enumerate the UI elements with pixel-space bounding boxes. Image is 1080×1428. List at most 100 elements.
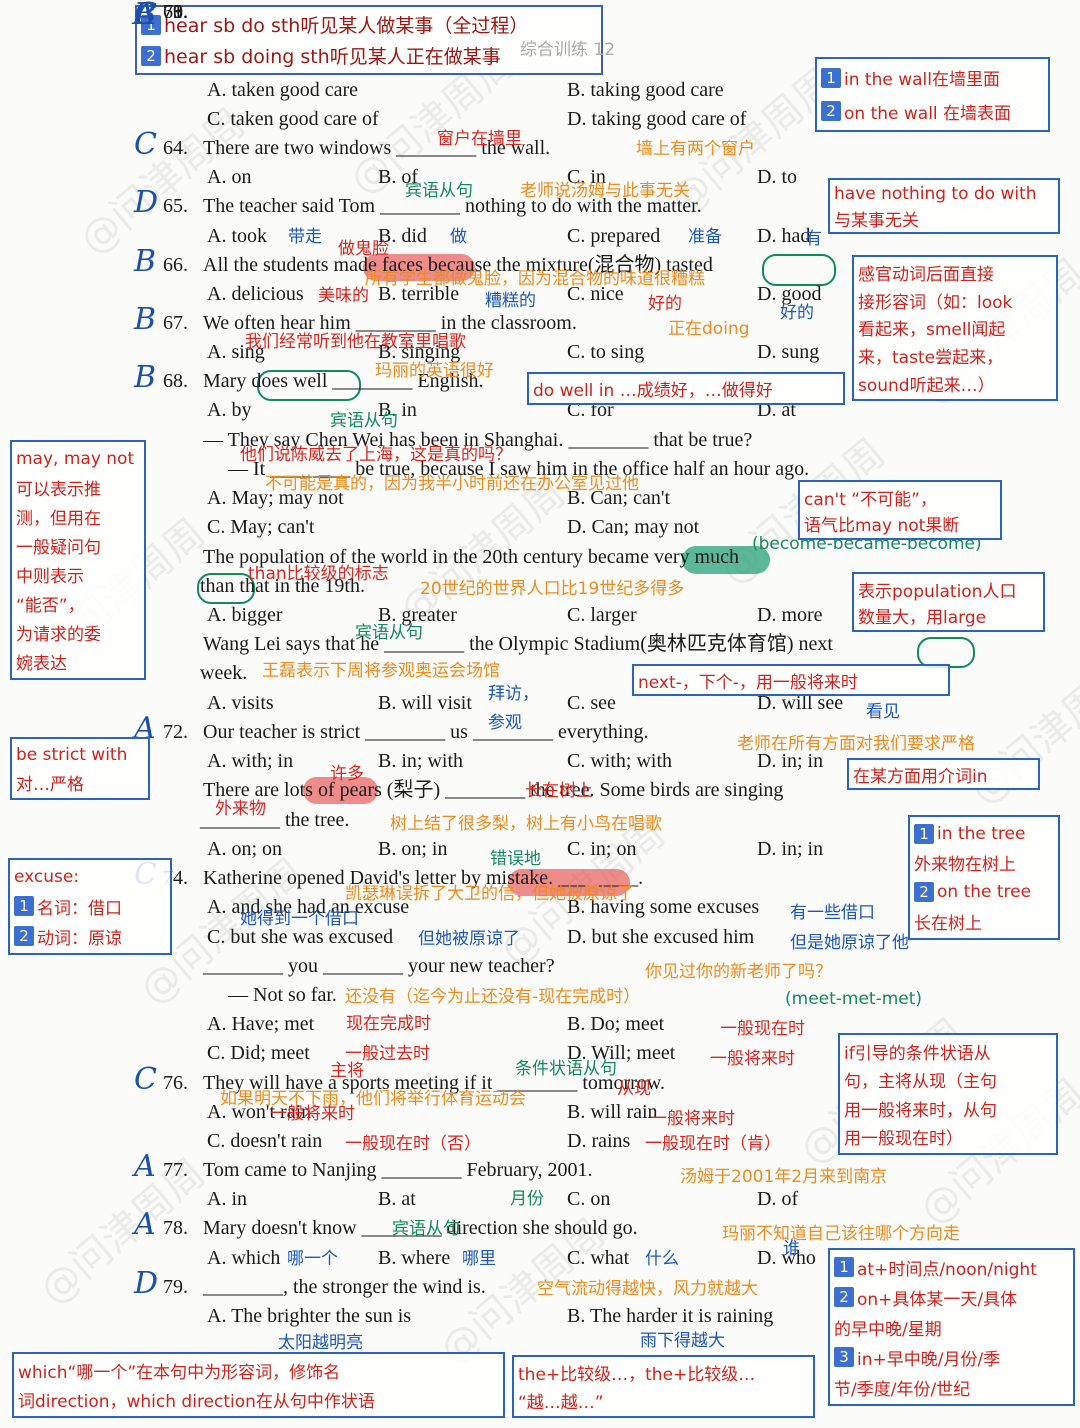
box-line: 句，主将从现（主句 — [844, 1072, 997, 1093]
annotation: (meet-met-met) — [785, 989, 923, 1009]
annotation: 从现 — [617, 1079, 651, 1099]
note-box: which“哪一个”在本句中为形容词，修饰名 词direction，which d… — [12, 1352, 505, 1418]
annotation: 太阳越明亮 — [278, 1333, 363, 1353]
question-stem: All the students made faces because the … — [203, 254, 713, 276]
box-line: be strict with — [16, 744, 128, 765]
annotation: 她得到一个借口 — [240, 909, 359, 929]
option: A. with; in — [207, 750, 294, 772]
answer: A — [134, 0, 156, 32]
annotation: 雨下得越大 — [640, 1331, 725, 1351]
option: D. Can; may not — [567, 516, 700, 538]
annotation: 一般现在时（肯） — [645, 1134, 781, 1154]
option: C. see — [567, 692, 616, 714]
box-line: 感官动词后面直接 — [858, 265, 994, 286]
option: D. of — [757, 1188, 799, 1210]
box-line: 长在树上 — [914, 913, 982, 934]
note-number: 2 — [821, 101, 841, 122]
box-line: 接形容词（如：look — [858, 292, 1013, 313]
question-stem: Tom came to Nanjing ________ February, 2… — [203, 1159, 593, 1181]
box-line: next-，下个-，用一般将来时 — [638, 672, 858, 693]
box-line: 1 in the wall在墙里面 — [821, 61, 1044, 95]
question-number: 69. — [163, 1, 188, 23]
header-note: 1 hear sb do sth听见某人做某事（全过程） — [141, 9, 597, 40]
question-number: 64. — [163, 137, 188, 159]
annotation: 美味的 — [318, 286, 369, 306]
option: B. of — [378, 166, 418, 188]
option: B. singing — [378, 341, 461, 363]
option: D. will see — [757, 692, 844, 714]
annotation: 但是她原谅了他 — [790, 933, 909, 953]
option: C. Did; meet — [207, 1042, 310, 1064]
option: D. had — [757, 225, 811, 247]
note-text: 动词：原谅 — [37, 928, 122, 949]
option: A. on — [207, 166, 252, 188]
box-line: 中则表示 — [16, 567, 84, 587]
option: C. to sing — [567, 341, 645, 363]
annotation: 糟糕的 — [485, 291, 536, 311]
annotation: 20世纪的世界人口比19世纪多得多 — [420, 579, 685, 599]
annotation: 玛丽的英语很好 — [375, 361, 494, 381]
annotation: 哪里 — [462, 1249, 496, 1269]
annotation: 好的 — [780, 303, 814, 323]
answer: B — [134, 0, 157, 32]
section-title: 综合训练 12 — [520, 40, 616, 60]
note-text: on the wall 在墙表面 — [844, 103, 1012, 124]
note-box: excuse: 1 名词：借口 2 动词：原谅 — [8, 858, 172, 955]
annotation: 一般现在时（否） — [345, 1134, 481, 1154]
box-line: 2 on the wall 在墙表面 — [821, 95, 1044, 129]
box-line: 语气比may not果断 — [804, 515, 960, 536]
box-line: which“哪一个”在本句中为形容词，修饰名 — [18, 1363, 341, 1383]
option: B. greater — [378, 604, 457, 626]
annotation: 他们说陈威去了上海，这是真的吗？ — [240, 445, 512, 465]
option: A. taken good care — [207, 79, 359, 101]
box-line: if引导的条件状语从 — [844, 1043, 991, 1064]
box-line: 在某方面用介词in — [853, 766, 988, 787]
question-stem: — It ________ be true, because I saw him… — [228, 458, 810, 480]
option: A. took — [207, 225, 267, 247]
question-number: 66. — [163, 254, 188, 276]
annotation: 做鬼脸 — [338, 239, 389, 259]
note-box: 1 in the wall在墙里面 2 on the wall 在墙表面 — [815, 57, 1050, 132]
option: C. what — [567, 1247, 630, 1269]
annotation: 什么 — [645, 1249, 679, 1269]
answer: B — [134, 302, 157, 337]
option: C. prepared — [567, 225, 661, 247]
annotation: 玛丽不知道自己该往哪个方向走 — [722, 1224, 960, 1244]
option: C. but she was excused — [207, 926, 394, 948]
option: A. on; on — [207, 838, 282, 860]
note-number: 1 — [914, 823, 934, 844]
annotation: 拜访， — [488, 684, 539, 704]
option: C. in — [567, 166, 606, 188]
note-box: have nothing to do with 与某事无关 — [828, 178, 1060, 234]
box-line: 看起来，smell闻起 — [858, 320, 1006, 341]
annotation: 一般现在时 — [720, 1019, 805, 1039]
option: C. nice — [567, 283, 624, 305]
annotation: 但她被原谅了 — [418, 929, 520, 949]
option: C. larger — [567, 604, 637, 626]
question-stem: ________ you ________ your new teacher? — [203, 955, 555, 977]
question-stem: Wang Lei says that he ________ the Olymp… — [203, 633, 833, 655]
option: B. will rain — [567, 1101, 658, 1123]
annotation: 一般将来时 — [650, 1109, 735, 1129]
annotation: 有 — [805, 229, 822, 249]
option: C. May; can't — [207, 516, 315, 538]
highlight — [508, 869, 630, 896]
note-number: 1 — [14, 896, 34, 917]
annotation: 看见 — [866, 702, 900, 722]
answer: A — [134, 711, 156, 746]
note-number: 2 — [141, 45, 161, 66]
annotation: 不可能是真的，因为我半小时前还在办公室见过他 — [265, 474, 639, 494]
option: D. who — [757, 1247, 816, 1269]
annotation: 做 — [450, 227, 467, 247]
annotation: 带走 — [288, 227, 322, 247]
annotation: 主将 — [330, 1061, 364, 1081]
annotation: 凯瑟琳误拆了大卫的信，但她被原谅了 — [345, 884, 634, 904]
box-line: 3 in+早中晚/月份/季 — [834, 1342, 1069, 1372]
option: D. more — [757, 604, 823, 626]
answer: C — [134, 1062, 157, 1097]
option: B. will visit — [378, 692, 472, 714]
box-line: 2 on the tree — [914, 878, 1054, 907]
option: B. at — [378, 1188, 416, 1210]
option: D. taking good care of — [567, 108, 747, 130]
